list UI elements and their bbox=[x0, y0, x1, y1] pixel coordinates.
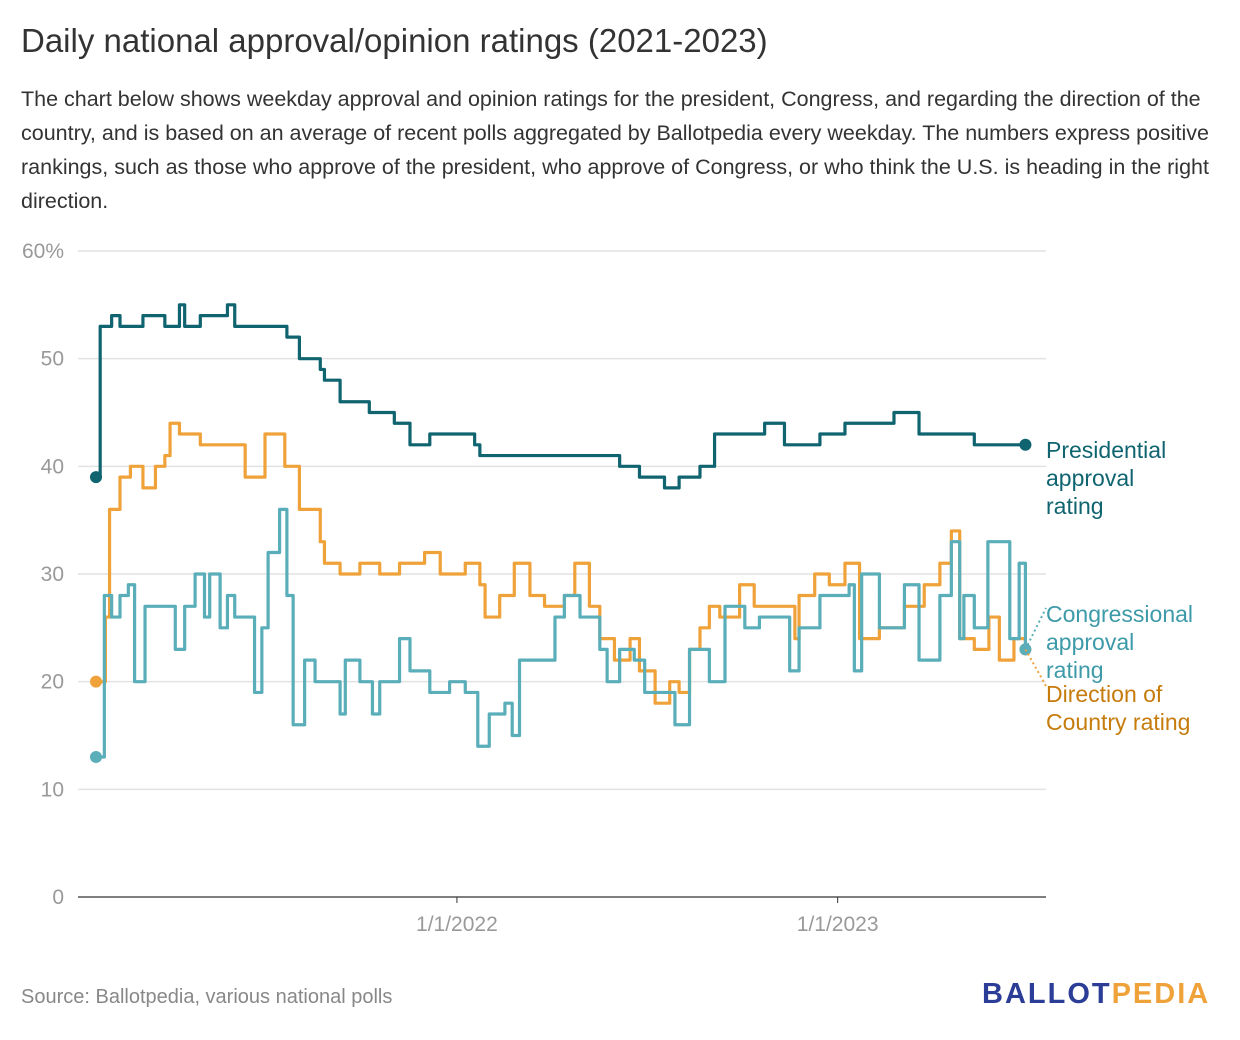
series-start-point bbox=[90, 751, 102, 764]
series-label: Congressional bbox=[1046, 601, 1193, 627]
logo-part-pedia: PEDIA bbox=[1111, 978, 1211, 1010]
chart-title: Daily national approval/opinion ratings … bbox=[21, 22, 768, 59]
y-tick-label: 0 bbox=[52, 886, 64, 909]
series-label: Direction of bbox=[1046, 681, 1163, 707]
y-tick-label: 40 bbox=[41, 455, 64, 478]
source-note: Source: Ballotpedia, various national po… bbox=[21, 986, 393, 1008]
y-tick-label: 30 bbox=[41, 563, 64, 586]
x-tick-label: 1/1/2023 bbox=[797, 913, 879, 936]
line-chart: 0 10 20 30 40 50 60% 1/1/2022 1/1/2023 Directio… bbox=[22, 240, 1193, 936]
series-label: approval bbox=[1046, 629, 1134, 655]
series-line-0 bbox=[96, 303, 1026, 490]
y-tick-label: 60% bbox=[22, 240, 64, 263]
series-label: Presidential bbox=[1046, 437, 1166, 463]
series-start-point bbox=[90, 675, 102, 688]
series-label: approval bbox=[1046, 465, 1134, 491]
series-line-1 bbox=[96, 507, 1028, 759]
series-end-point bbox=[1019, 438, 1032, 451]
series-label: rating bbox=[1046, 493, 1104, 519]
ballotpedia-logo: BALLOTPEDIA bbox=[982, 978, 1210, 1011]
logo-part-ballot: BALLOT bbox=[982, 978, 1112, 1010]
y-tick-label: 10 bbox=[41, 778, 64, 801]
y-tick-label: 20 bbox=[41, 671, 64, 694]
series-label: Country rating bbox=[1046, 709, 1190, 735]
x-tick-label: 1/1/2022 bbox=[416, 913, 498, 936]
y-tick-label: 50 bbox=[41, 348, 64, 371]
chart-description: The chart below shows weekday approval a… bbox=[21, 87, 1209, 213]
label-leader-line bbox=[1024, 648, 1047, 687]
series-start-point bbox=[90, 471, 102, 484]
series-label: rating bbox=[1046, 657, 1104, 683]
label-leader-line bbox=[1024, 607, 1047, 650]
series-line-2 bbox=[96, 421, 1028, 705]
